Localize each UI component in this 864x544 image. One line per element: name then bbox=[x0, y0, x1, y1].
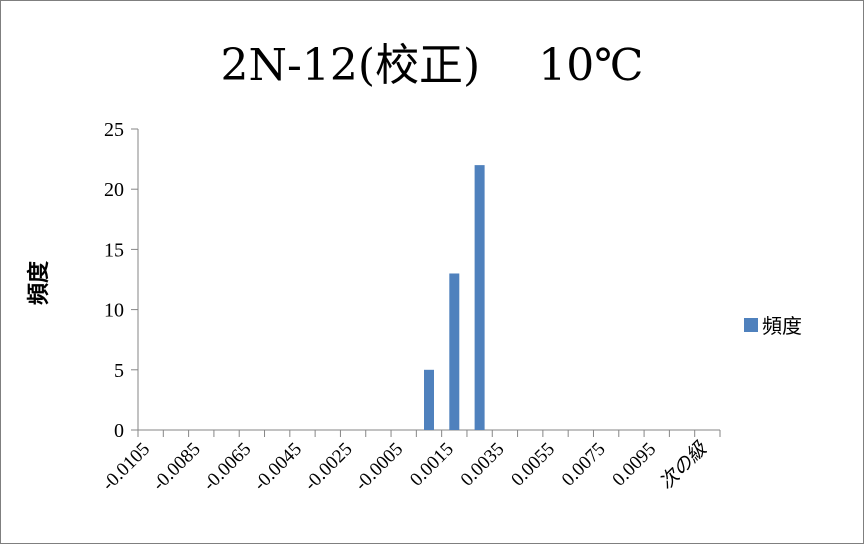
y-tick-label: 20 bbox=[104, 179, 124, 201]
y-tick-label: 10 bbox=[104, 300, 124, 322]
chart-title: 2N-12(校正) 10℃ bbox=[220, 40, 644, 91]
x-tick-label: 0.0095 bbox=[608, 439, 660, 491]
y-tick-label: 15 bbox=[104, 239, 124, 261]
x-tick-label: -0.0045 bbox=[250, 439, 306, 495]
x-tick-label: -0.0085 bbox=[149, 439, 205, 495]
x-tick-label: 0.0035 bbox=[457, 439, 509, 491]
legend-swatch bbox=[744, 317, 758, 332]
histogram-bar bbox=[449, 273, 460, 430]
x-tick-label: -0.0105 bbox=[98, 439, 154, 495]
y-tick-label: 0 bbox=[114, 420, 124, 442]
histogram-bar bbox=[474, 165, 485, 430]
histogram-bar bbox=[424, 369, 434, 430]
x-tick-label: -0.0065 bbox=[199, 439, 255, 495]
x-tick-label: -0.0005 bbox=[351, 439, 407, 495]
y-tick-label: 5 bbox=[114, 360, 124, 382]
y-tick-label: 25 bbox=[104, 119, 124, 141]
x-tick-label: 0.0055 bbox=[507, 439, 559, 491]
x-tick-label: 0.0015 bbox=[406, 439, 458, 491]
x-tick-label: 次の級 bbox=[655, 437, 712, 494]
legend-label: 頻度 bbox=[762, 314, 802, 338]
x-tick-label: 0.0075 bbox=[558, 439, 610, 491]
legend: 頻度 bbox=[744, 310, 802, 339]
x-tick-label: -0.0025 bbox=[300, 439, 356, 495]
